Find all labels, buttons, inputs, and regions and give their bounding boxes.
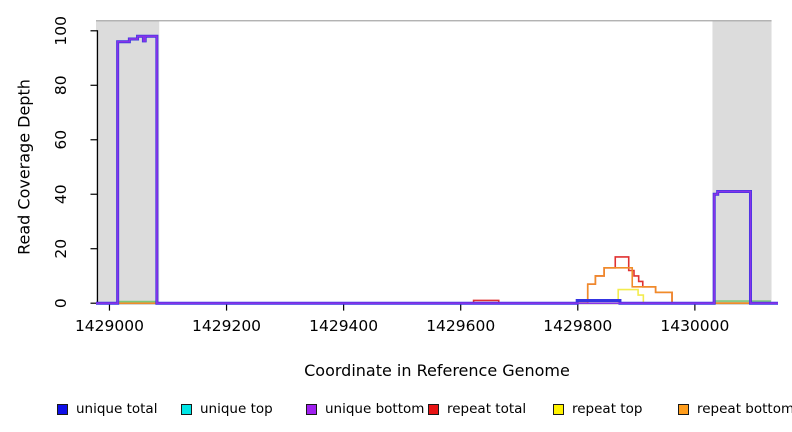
legend-swatch-icon [181, 403, 192, 415]
y-tick-label: 60 [52, 130, 70, 150]
legend-item-unique-total: unique total [57, 398, 157, 420]
legend-label: unique total [76, 401, 158, 417]
legend-label: unique bottom [325, 401, 425, 417]
series-repeat-top-line [96, 288, 778, 305]
legend-label: repeat total [447, 401, 527, 417]
series-unique-total-line [96, 34, 778, 305]
x-tick-label: 1429000 [75, 317, 144, 335]
y-tick-label: 20 [52, 239, 70, 259]
x-axis-title: Coordinate in Reference Genome [304, 361, 570, 380]
y-tick-label: 40 [52, 184, 70, 204]
x-tick-label: 1429200 [192, 317, 261, 335]
legend-item-unique-bottom: unique bottom [306, 398, 424, 420]
masked-region [712, 20, 772, 305]
legend-item-unique-top: unique top [181, 398, 273, 420]
y-tick-label: 100 [52, 16, 70, 46]
y-axis-title: Read Coverage Depth [14, 79, 34, 255]
legend-swatch-icon [306, 403, 317, 415]
series-repeat-total-line [96, 256, 778, 305]
x-tick-label: 1429600 [426, 317, 495, 335]
legend-swatch-icon [553, 403, 564, 415]
legend-label: repeat bottom [697, 401, 792, 417]
legend-item-repeat-total: repeat total [428, 398, 526, 420]
legend-swatch-icon [428, 403, 439, 415]
x-tick-label: 1429800 [543, 317, 612, 335]
legend-item-repeat-bottom: repeat bottom [678, 398, 792, 420]
legend-item-repeat-top: repeat top [553, 398, 642, 420]
masked-region [96, 20, 160, 305]
legend-swatch-icon [57, 403, 68, 415]
legend-label: unique top [200, 401, 273, 417]
legend-swatch-icon [678, 403, 689, 415]
legend-label: repeat top [572, 401, 643, 417]
series-unique-bottom-line [96, 35, 778, 305]
x-tick-label: 1429400 [309, 317, 378, 335]
y-tick-label: 0 [52, 298, 70, 308]
series-repeat-bottom-line [96, 266, 778, 305]
legend: unique total unique top unique bottom repea… [0, 398, 792, 422]
x-tick-label: 1430000 [660, 317, 729, 335]
y-tick-label: 80 [52, 75, 70, 95]
